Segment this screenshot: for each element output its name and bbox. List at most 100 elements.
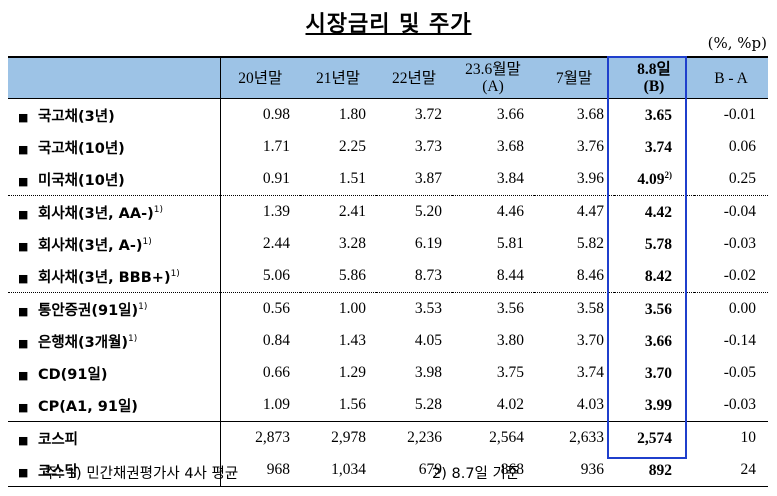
cell-value: 5.28 <box>414 396 442 413</box>
cell-value: 3.53 <box>376 292 452 325</box>
row-label-text: 코스피 <box>38 431 79 448</box>
cell-value: 4.47 <box>534 195 614 228</box>
cell-value: 1.51 <box>338 170 366 187</box>
cell-value: 892 <box>614 454 694 487</box>
bullet-icon: ■ <box>18 239 29 253</box>
table-row: ■ 국고채(3년) 0.98 1.80 3.72 3.66 3.68 3.65 -0.01 <box>8 98 768 131</box>
cell-value: 1.56 <box>338 396 366 413</box>
cell-value: 3.70 <box>644 364 672 382</box>
header-col-3: 22년말 <box>376 56 452 99</box>
cell-value: 0.84 <box>262 332 290 349</box>
cell-value: 1.80 <box>338 106 366 123</box>
cell-value: 0.98 <box>262 106 290 123</box>
cell-value: 2,633 <box>534 421 614 454</box>
cell-value: 3.68 <box>576 106 604 123</box>
cell-value: 3.87 <box>414 170 442 187</box>
cell-value: 8.42 <box>644 267 672 285</box>
footnote-1: 주: 1) 민간채권평가사 4사 평균 <box>44 466 239 482</box>
cell-value: 1.09 <box>262 396 290 413</box>
row-label: ■ CD(91일) <box>8 357 221 389</box>
cell-value: 2,236 <box>376 421 452 454</box>
cell-value: 968 <box>220 454 300 487</box>
cell-value: 0.00 <box>694 292 768 325</box>
footnote-2: 2) 8.7일 기준 <box>432 466 520 482</box>
table-row: ■ 회사채(3년, AA-)1) 1.39 2.41 5.20 4.46 4.47 4.42-… <box>8 195 768 228</box>
cell-value: 4.05 <box>414 332 442 349</box>
cell-value: 5.81 <box>496 235 524 252</box>
cell-value: 8.46 <box>576 267 604 284</box>
cell-value: 3.66 <box>496 106 524 123</box>
header-col-6: 8.8일 (B) <box>614 56 694 99</box>
cell-value: 2.25 <box>338 138 366 155</box>
cell-value: 0.91 <box>262 170 290 187</box>
row-label-footnote: 1) <box>142 236 152 247</box>
header-col-1: 20년말 <box>220 56 300 99</box>
cell-value: 5.86 <box>338 267 366 284</box>
market-rate-table: 20년말 21년말 22년말 23.6월말 (A) 7월말 8.8일 (B) B -… <box>8 56 768 487</box>
cell-value: 0.25 <box>728 170 756 187</box>
header-col-4-line2: (A) <box>482 78 504 95</box>
row-label: ■ 통안증권(91일)1) <box>8 292 221 325</box>
cell-value: 0.56 <box>220 292 300 325</box>
page-title: 시장금리 및 주가 <box>305 12 472 37</box>
row-label: ■ 회사채(3년, A-)1) <box>8 228 221 260</box>
cell-value: 3.56 <box>452 292 534 325</box>
row-label-text: 회사채(3년, BBB+) <box>38 269 171 286</box>
table-row: ■ 코스닥 968 1,034 679 868 936 892 24 <box>8 454 768 487</box>
row-label: ■ 코스닥 <box>8 454 221 487</box>
cell-value: 1.00 <box>300 292 376 325</box>
cell-value: -0.05 <box>723 364 756 381</box>
cell-value: 4.02 <box>496 396 524 413</box>
table-header-row: 20년말 21년말 22년말 23.6월말 (A) 7월말 8.8일 (B) B -… <box>8 56 768 99</box>
table-row: ■ 통안증권(91일)1) 0.56 1.00 3.53 3.56 3.58 3.56 0.00 <box>8 292 768 325</box>
row-label-text: 통안증권(91일) <box>38 302 139 319</box>
bullet-icon: ■ <box>18 271 29 285</box>
cell-value: 3.96 <box>576 170 604 187</box>
header-blank <box>8 56 221 99</box>
table-row: ■ CP(A1, 91일) 1.09 1.56 5.28 4.02 4.03 3.99 -0.0… <box>8 389 768 422</box>
cell-value: 2.41 <box>300 195 376 228</box>
cell-value: 868 <box>452 454 534 487</box>
header-col-7: B - A <box>694 56 768 99</box>
cell-value: 3.28 <box>338 235 366 252</box>
row-label-footnote: 1) <box>128 333 138 344</box>
cell-value: 3.72 <box>414 106 442 123</box>
cell-value: 1.71 <box>262 138 290 155</box>
cell-value: 3.56 <box>614 292 694 325</box>
cell-value: 2,873 <box>220 421 300 454</box>
bullet-icon: ■ <box>18 433 29 447</box>
row-label-text: 은행채(3개월) <box>38 334 129 351</box>
table-row: ■ 국고채(10년) 1.71 2.25 3.73 3.68 3.76 3.74 0.06 <box>8 131 768 163</box>
cell-value: -0.14 <box>723 332 756 349</box>
cell-value: 936 <box>534 454 614 487</box>
cell-value: 2,978 <box>300 421 376 454</box>
bullet-icon: ■ <box>18 174 29 188</box>
row-label: ■ 국고채(10년) <box>8 131 221 163</box>
table-row: ■ 코스피 2,873 2,978 2,236 2,564 2,633 2,574 10 <box>8 421 768 454</box>
table-row: ■ 회사채(3년, A-)1) 2.44 3.28 6.19 5.81 5.82 5.78 -0… <box>8 228 768 260</box>
header-col-2: 21년말 <box>300 56 376 99</box>
cell-value: 5.78 <box>644 235 672 253</box>
header-col-6-line2: (B) <box>643 78 665 95</box>
row-label-text: CD(91일) <box>38 366 108 383</box>
bullet-icon: ■ <box>18 110 29 124</box>
cell-value: 2,574 <box>614 421 694 454</box>
cell-value: 4.03 <box>576 396 604 413</box>
cell-value: -0.04 <box>694 195 768 228</box>
cell-value: 0.66 <box>262 364 290 381</box>
row-label-footnote: 1) <box>170 268 180 279</box>
cell-value: 679 <box>376 454 452 487</box>
cell-value: 3.75 <box>496 364 524 381</box>
cell-value: -0.01 <box>723 106 756 123</box>
row-label-text: CP(A1, 91일) <box>38 398 138 415</box>
cell-value: 5.82 <box>576 235 604 252</box>
cell-value: 3.66 <box>644 332 672 350</box>
cell-value: 6.19 <box>414 235 442 252</box>
table-body: ■ 국고채(3년) 0.98 1.80 3.72 3.66 3.68 3.65 -0.01 ■ 국고… <box>8 98 768 487</box>
unit-label: (%, %p) <box>707 34 767 52</box>
header-col-6-line1: 8.8일 <box>637 61 671 78</box>
cell-value: 5.20 <box>376 195 452 228</box>
cell-value: 1.43 <box>338 332 366 349</box>
cell-value: 3.80 <box>496 332 524 349</box>
table-row: ■ CD(91일) 0.66 1.29 3.98 3.75 3.74 3.70 -0.05 <box>8 357 768 389</box>
